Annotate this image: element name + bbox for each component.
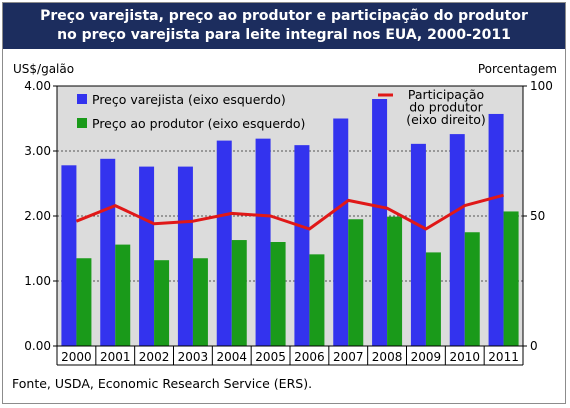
bar-producer-2004 xyxy=(231,240,247,346)
bar-producer-2000 xyxy=(76,258,92,346)
bar-producer-2011 xyxy=(503,211,519,346)
ytick-right-label: 100 xyxy=(530,79,553,93)
xtick-label-2010: 2010 xyxy=(449,350,480,364)
ytick-left-label: 2.00 xyxy=(24,209,51,223)
xtick-label-2006: 2006 xyxy=(294,350,325,364)
y-axis-left-title: US$/galão xyxy=(13,62,74,76)
ytick-left-label: 4.00 xyxy=(24,79,51,93)
xtick-label-2001: 2001 xyxy=(100,350,131,364)
bar-retail-2005 xyxy=(255,138,271,346)
bar-retail-2011 xyxy=(488,113,504,346)
bar-retail-2006 xyxy=(294,145,310,346)
bar-retail-2002 xyxy=(139,166,155,346)
xtick-label-2002: 2002 xyxy=(139,350,170,364)
xtick-label-2007: 2007 xyxy=(333,350,364,364)
legend-swatch-producer xyxy=(77,118,87,128)
bar-retail-2009 xyxy=(410,143,426,346)
xtick-label-2008: 2008 xyxy=(372,350,403,364)
chart-title-line-1: Preço varejista, preço ao produtor e par… xyxy=(40,8,528,24)
bar-producer-2009 xyxy=(425,252,441,346)
bar-producer-2002 xyxy=(154,260,170,346)
bar-producer-2008 xyxy=(387,216,403,346)
bar-producer-2007 xyxy=(348,219,364,346)
legend-label-producer: Preço ao produtor (eixo esquerdo) xyxy=(92,116,305,131)
ytick-right-label: 0 xyxy=(530,339,538,353)
bar-producer-2010 xyxy=(464,232,480,346)
bar-retail-2004 xyxy=(216,140,232,346)
chart-title-line-2: no preço varejista para leite integral n… xyxy=(57,27,511,43)
line-producer-share xyxy=(75,193,504,231)
y-axis-right-title: Porcentagem xyxy=(478,62,557,76)
ytick-left-label: 3.00 xyxy=(24,144,51,158)
bar-producer-2001 xyxy=(115,244,131,346)
bar-retail-2008 xyxy=(372,99,388,346)
xtick-label-2000: 2000 xyxy=(61,350,92,364)
ytick-right-label: 50 xyxy=(530,209,545,223)
xtick-label-2005: 2005 xyxy=(255,350,286,364)
legend-label-share-line-1: Participação xyxy=(408,87,484,102)
bar-producer-2006 xyxy=(309,254,325,346)
xtick-label-2003: 2003 xyxy=(178,350,209,364)
legend-label-retail: Preço varejista (eixo esquerdo) xyxy=(92,92,286,107)
bar-retail-2003 xyxy=(177,166,193,346)
source-note: Fonte, USDA, Economic Research Service (… xyxy=(12,376,313,391)
bar-retail-2010 xyxy=(449,134,465,346)
ytick-left-label: 0.00 xyxy=(24,339,51,353)
bar-retail-2001 xyxy=(100,158,116,346)
legend-label-share-line-3: (eixo direito) xyxy=(406,112,486,127)
bar-producer-2003 xyxy=(192,258,208,346)
ytick-left-label: 1.00 xyxy=(24,274,51,288)
xtick-label-2011: 2011 xyxy=(488,350,519,364)
bar-retail-2000 xyxy=(61,165,77,346)
chart-title: Preço varejista, preço ao produtor e par… xyxy=(3,3,565,49)
xtick-label-2004: 2004 xyxy=(216,350,247,364)
xtick-label-2009: 2009 xyxy=(411,350,442,364)
legend-swatch-retail xyxy=(77,94,87,104)
bar-producer-2005 xyxy=(270,242,286,346)
bar-retail-2007 xyxy=(333,118,349,346)
legend-label-share-line-2: do produtor xyxy=(409,100,483,115)
